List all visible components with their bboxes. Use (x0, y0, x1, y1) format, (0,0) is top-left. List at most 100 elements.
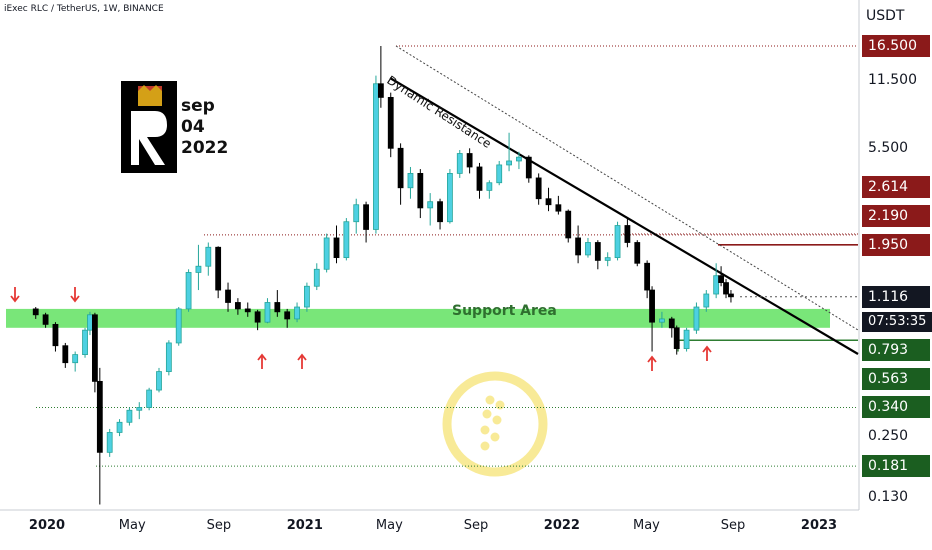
signal-arrow-icon-3 (297, 353, 307, 369)
signal-arrow-icon-2 (257, 353, 267, 369)
candle-body-50 (506, 160, 512, 166)
date-month: sep (181, 96, 215, 116)
candle-body-59 (594, 242, 601, 261)
date-stamp: sep 04 2022 (181, 96, 228, 159)
candle-body-66 (659, 318, 665, 323)
candle-body-47 (476, 166, 483, 191)
candle-body-10 (116, 421, 123, 433)
price-label-0_563: 0.563 (862, 368, 930, 390)
watermark-dot-1 (495, 400, 505, 410)
support-zone (6, 308, 830, 328)
candle-body-56 (565, 210, 572, 239)
crown-logo-icon (131, 85, 167, 165)
candle-body-33 (343, 221, 350, 259)
candle-body-7 (91, 314, 98, 382)
candle-body-25 (264, 302, 271, 323)
candle-body-8 (96, 380, 103, 453)
candle-body-19 (205, 246, 212, 267)
candle-body-11 (126, 409, 133, 423)
candle-body-37 (377, 83, 384, 98)
candle-body-21 (225, 289, 231, 303)
candle-body-68 (673, 327, 680, 349)
candle-body-46 (466, 153, 473, 168)
candle-body-34 (353, 204, 360, 223)
candle-body-14 (156, 371, 162, 391)
time-label-5: Sep (463, 518, 489, 533)
candle-body-45 (456, 153, 463, 174)
time-label-7: May (632, 518, 660, 533)
candle-body-64 (644, 262, 651, 291)
watermark-dot-5 (490, 432, 500, 442)
candle-body-17 (185, 272, 192, 310)
price-label-2_614: 2.614 (862, 176, 930, 198)
time-label-8: Sep (720, 518, 746, 533)
time-label-3: 2021 (286, 518, 323, 533)
candle-body-69 (683, 329, 690, 349)
candle-body-60 (604, 257, 611, 261)
candle-body-36 (373, 83, 379, 230)
candle-body-26 (274, 302, 281, 313)
candle-body-9 (106, 432, 113, 453)
symbol-header: iExec RLC / TetherUS, 1W, BINANCE (4, 4, 164, 14)
candle-body-65 (649, 289, 655, 323)
candle-body-39 (397, 147, 404, 189)
candle-body-49 (496, 164, 503, 184)
price-label-16_500: 16.500 (862, 35, 930, 57)
candle-body-48 (486, 182, 493, 191)
candle-body-13 (146, 389, 153, 408)
date-year: 2022 (181, 138, 229, 158)
candle-body-15 (165, 342, 172, 372)
candle-body-51 (516, 156, 522, 162)
candle-body-18 (195, 265, 202, 273)
candle-body-28 (294, 306, 300, 320)
dynamic-resistance-line (389, 77, 859, 355)
candle-body-54 (545, 198, 552, 206)
candle-body-38 (387, 97, 394, 149)
candle-body-29 (304, 285, 310, 308)
price-label-0_793: 0.793 (862, 339, 930, 361)
candle-body-22 (234, 302, 241, 310)
candle-body-53 (535, 177, 542, 200)
candle-body-20 (215, 246, 222, 291)
candle-body-3 (62, 345, 69, 364)
candle-body-30 (313, 268, 320, 287)
dotted-trendline (395, 45, 859, 331)
price-label-0_340: 0.340 (862, 396, 930, 419)
price-label-11_500: 11.500 (868, 71, 917, 88)
price-label-0_130: 0.130 (868, 489, 909, 505)
candle-body-44 (447, 173, 453, 223)
watermark-dot-4 (480, 425, 490, 435)
watermark-dot-6 (480, 441, 490, 451)
support-area-label: Support Area (452, 303, 557, 319)
candle-body-52 (525, 156, 532, 179)
watermark-dot-2 (482, 409, 492, 419)
time-label-4: May (375, 518, 403, 533)
candle-body-27 (284, 311, 291, 320)
watermark-coin-icon (442, 371, 548, 477)
candle-body-41 (417, 173, 424, 209)
candle-body-35 (363, 204, 369, 230)
watermark-dot-0 (485, 395, 495, 405)
candle-body-40 (407, 173, 414, 189)
signal-arrow-icon-5 (702, 345, 712, 361)
time-label-1: May (118, 518, 146, 533)
candle-body-2 (52, 323, 59, 347)
signal-arrow-icon-1 (70, 287, 80, 303)
candle-body-1 (42, 314, 49, 325)
candle-body-63 (634, 242, 641, 264)
signal-arrow-icon-4 (647, 355, 657, 371)
candle-body-32 (333, 237, 340, 259)
date-day: 04 (181, 117, 205, 137)
price-label-5_500: 5.500 (868, 140, 909, 157)
candle-countdown: 07:53:35 (862, 312, 932, 332)
candle-body-43 (437, 201, 443, 223)
time-label-9: 2023 (800, 518, 838, 533)
candle-body-67 (668, 318, 675, 329)
candle-body-23 (244, 308, 251, 313)
candle-body-57 (575, 237, 582, 256)
candle-body-16 (175, 308, 182, 344)
candle-body-72 (713, 275, 720, 295)
axis-unit: USDT (866, 8, 905, 24)
candle-body-73 (718, 275, 724, 283)
